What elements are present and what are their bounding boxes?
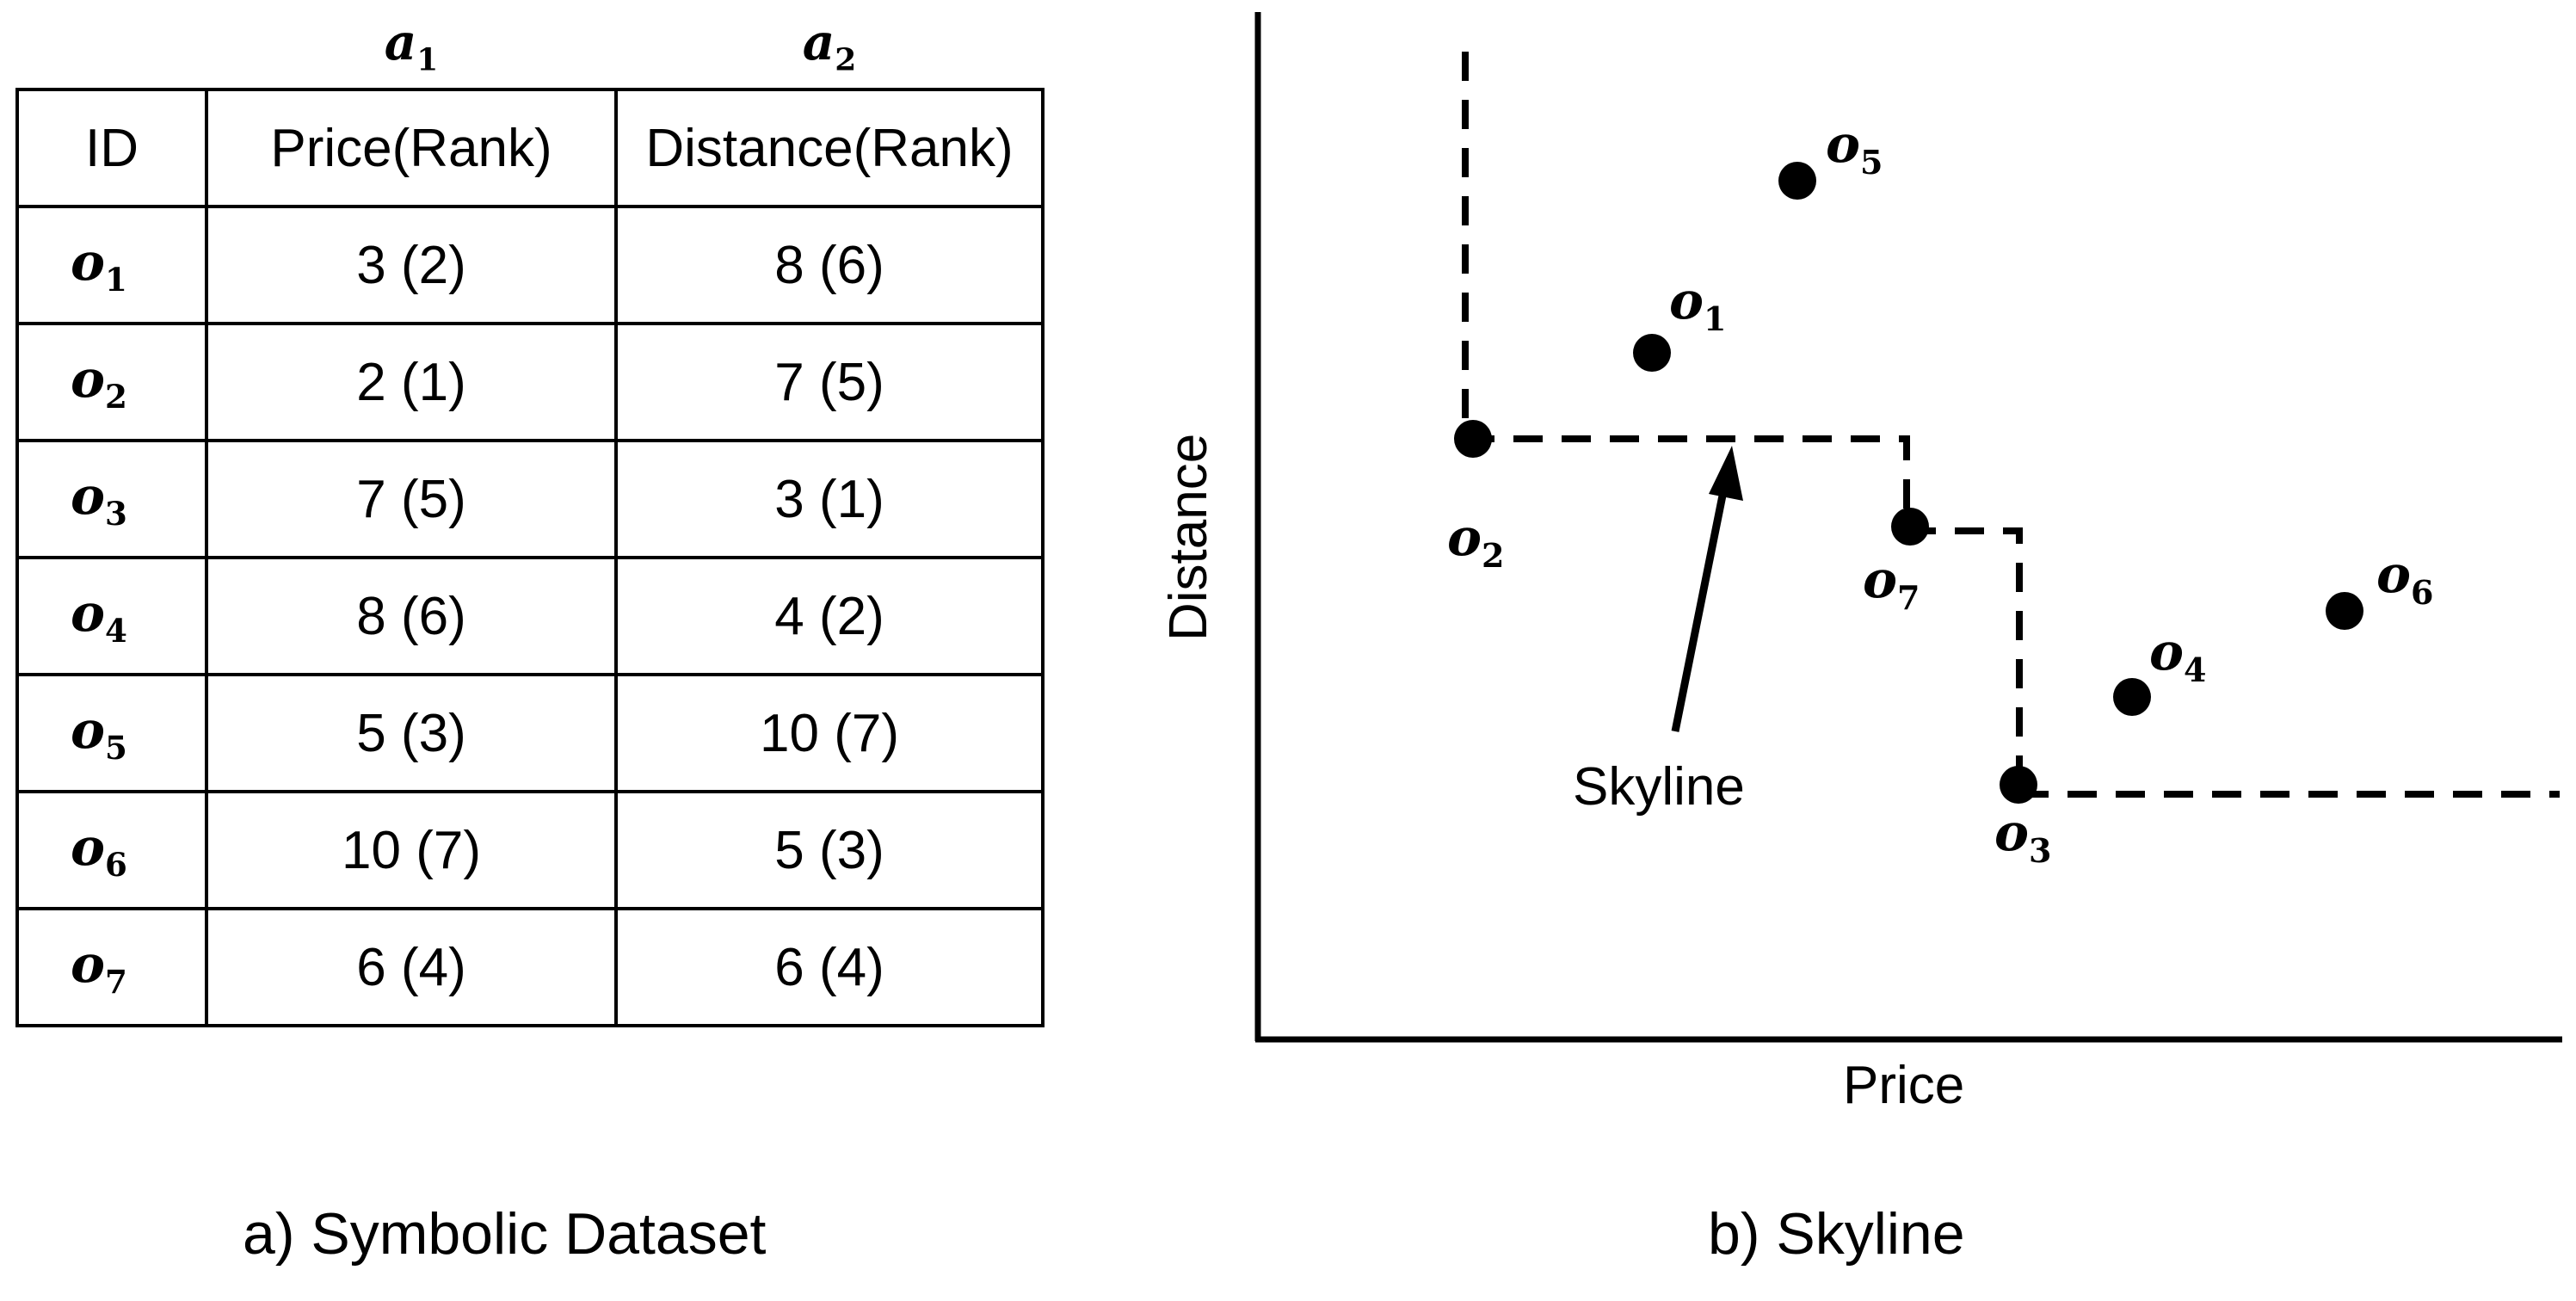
point-o4 (2113, 678, 2151, 716)
row-id-cell: o4 (15, 556, 208, 676)
point-label-o2: o2 (1447, 508, 1504, 575)
price-cell: 7 (5) (205, 439, 618, 559)
table-row: o7 6 (4) 6 (4) (15, 907, 1045, 1027)
price-cell: 2 (1) (205, 322, 618, 442)
point-label-o5: o5 (1826, 114, 1883, 182)
row-id-cell: o7 (15, 907, 208, 1027)
caption-symbolic-dataset: a) Symbolic Dataset (243, 1201, 767, 1267)
point-o6 (2326, 592, 2363, 630)
point-label-o6: o6 (2376, 545, 2433, 612)
price-cell: 6 (4) (205, 907, 618, 1027)
price-cell: 5 (3) (205, 673, 618, 793)
row-id-cell: o3 (15, 439, 208, 559)
price-cell: 10 (7) (205, 790, 618, 910)
distance-cell: 6 (4) (614, 907, 1045, 1027)
column-header-distance: Distance(Rank) (614, 88, 1045, 208)
row-id-cell: o2 (15, 322, 208, 442)
attribute-header-a2: a2 (802, 13, 857, 78)
point-label-o7: o7 (1863, 550, 1920, 617)
dataset-table: ID Price(Rank) Distance(Rank) o1 3 (2) 8… (15, 88, 1045, 1027)
point-label-o1: o1 (1669, 271, 1726, 338)
symbolic-dataset-panel: a1 a2 ID Price(Rank) Distance(Rank) o1 3… (0, 0, 1067, 1301)
point-o5 (1778, 162, 1816, 200)
skyline-plot: o1 o2 o3 o4 o5 o6 o7 Skyline Price Dista… (1159, 12, 2562, 1115)
table-row: o4 8 (6) 4 (2) (15, 556, 1045, 676)
row-id-cell: o5 (15, 673, 208, 793)
distance-cell: 4 (2) (614, 556, 1045, 676)
price-cell: 8 (6) (205, 556, 618, 676)
arrow-shaft (1671, 478, 1730, 732)
point-label-o4: o4 (2149, 622, 2206, 689)
price-cell: 3 (2) (205, 205, 618, 325)
skyline-arrow (1671, 446, 1743, 732)
distance-cell: 8 (6) (614, 205, 1045, 325)
y-axis-label: Distance (1159, 434, 1218, 641)
distance-cell: 10 (7) (614, 673, 1045, 793)
distance-cell: 3 (1) (614, 439, 1045, 559)
caption-skyline: b) Skyline (1708, 1201, 1965, 1267)
point-o7 (1891, 508, 1929, 546)
point-label-o3: o3 (1994, 803, 2051, 870)
attribute-header-a1: a1 (384, 13, 439, 78)
skyline-panel: o1 o2 o3 o4 o5 o6 o7 Skyline Price Dista… (1067, 0, 2576, 1301)
table-row: o2 2 (1) 7 (5) (15, 322, 1045, 442)
table-row: o6 10 (7) 5 (3) (15, 790, 1045, 910)
skyline-dash-step-2 (1907, 527, 2023, 786)
arrow-head-icon (1709, 446, 1743, 501)
x-axis-label: Price (1843, 1056, 1964, 1115)
row-id-cell: o1 (15, 205, 208, 325)
point-o1 (1633, 334, 1671, 372)
skyline-boundary (1462, 52, 2560, 798)
skyline-dash-step-1 (1465, 435, 1910, 531)
column-header-price: Price(Rank) (205, 88, 618, 208)
table-header-row: ID Price(Rank) Distance(Rank) (15, 88, 1045, 208)
row-id-cell: o6 (15, 790, 208, 910)
skyline-annotation-label: Skyline (1573, 757, 1745, 817)
table-row: o1 3 (2) 8 (6) (15, 205, 1045, 325)
point-o3 (2000, 766, 2037, 804)
distance-cell: 5 (3) (614, 790, 1045, 910)
distance-cell: 7 (5) (614, 322, 1045, 442)
table-row: o3 7 (5) 3 (1) (15, 439, 1045, 559)
point-o2 (1454, 420, 1492, 458)
table-row: o5 5 (3) 10 (7) (15, 673, 1045, 793)
column-header-id: ID (15, 88, 208, 208)
